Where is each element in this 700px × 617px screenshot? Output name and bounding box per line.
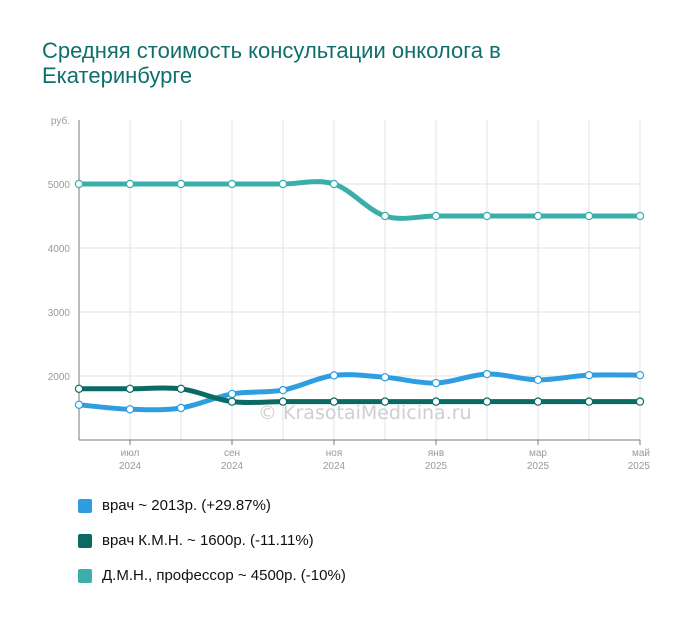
series-1-point[interactable]: [74, 400, 84, 409]
series-3-point[interactable]: [584, 211, 594, 221]
series-1-point[interactable]: [635, 370, 645, 380]
series-2-point[interactable]: [278, 397, 288, 406]
legend-item[interactable]: Д.М.Н., профессор ~ 4500р. (-10%): [78, 558, 346, 593]
series-1-point[interactable]: [278, 385, 288, 395]
legend-item[interactable]: врач К.М.Н. ~ 1600р. (-11.11%): [78, 523, 346, 558]
series-3-point[interactable]: [176, 179, 186, 189]
y-axis-label: руб.: [51, 115, 70, 127]
series-line-1: [76, 371, 643, 413]
watermark-text: © KrasotaiMedicina.ru: [258, 402, 472, 424]
chart-axes: 2000 3000 4000 5000 руб. июл 2024 сен 2024 ноя 202…: [48, 115, 651, 472]
series-3-point[interactable]: [125, 179, 135, 189]
y-tick-label: 3000: [48, 308, 71, 319]
series-1-point[interactable]: [176, 403, 186, 413]
x-tick-year: 2024: [119, 461, 142, 472]
series-2-point[interactable]: [380, 397, 390, 406]
x-tick-year: 2024: [323, 461, 346, 472]
x-tick-month: янв: [428, 448, 444, 459]
x-tick-year: 2025: [527, 461, 550, 472]
series-3-point[interactable]: [533, 211, 543, 221]
legend-label: врач К.М.Н. ~ 1600р. (-11.11%): [102, 532, 314, 549]
x-tick-year: 2024: [221, 461, 244, 472]
x-tick-year: 2025: [425, 461, 448, 472]
chart-legend: врач ~ 2013р. (+29.87%) врач К.М.Н. ~ 160…: [78, 488, 346, 593]
x-tick-month: май: [632, 448, 650, 459]
series-1-point[interactable]: [380, 373, 390, 382]
legend-swatch: [78, 498, 92, 513]
y-tick-label: 2000: [48, 372, 71, 383]
series-line-3: [76, 179, 643, 221]
x-tick-month: ноя: [326, 448, 343, 459]
series-1-point[interactable]: [227, 389, 237, 399]
legend-swatch: [78, 568, 92, 583]
series-2-point[interactable]: [431, 397, 441, 406]
series-2-point[interactable]: [125, 384, 135, 393]
x-tick-month: сен: [224, 448, 240, 459]
series-line-2: [76, 385, 643, 406]
series-3-point[interactable]: [329, 179, 339, 189]
chart-series: [74, 179, 645, 414]
series-2-point[interactable]: [176, 384, 186, 393]
series-2-point[interactable]: [227, 397, 237, 406]
series-2-point[interactable]: [329, 397, 339, 406]
series-1-point[interactable]: [482, 369, 492, 379]
legend-item[interactable]: врач ~ 2013р. (+29.87%): [78, 488, 346, 523]
series-3-point[interactable]: [431, 211, 441, 221]
series-2-point[interactable]: [533, 397, 543, 406]
legend-label: врач ~ 2013р. (+29.87%): [102, 497, 271, 514]
series-1-point[interactable]: [533, 375, 543, 385]
series-3-point[interactable]: [227, 179, 237, 189]
series-2-point[interactable]: [584, 397, 594, 406]
x-tick-month: июл: [121, 448, 140, 459]
chart-grid: [78, 120, 641, 440]
legend-swatch: [78, 533, 92, 548]
x-tick-year: 2025: [628, 461, 651, 472]
series-3-point[interactable]: [278, 179, 288, 189]
series-1-point[interactable]: [125, 405, 135, 414]
series-3-point[interactable]: [635, 211, 645, 221]
y-tick-label: 4000: [48, 244, 71, 255]
series-3-point[interactable]: [482, 211, 492, 221]
chart-title: Средняя стоимость консультации онколога …: [42, 38, 501, 88]
series-3-point[interactable]: [380, 211, 390, 221]
y-tick-label: 5000: [48, 180, 71, 191]
series-2-point[interactable]: [74, 384, 84, 393]
series-2-point[interactable]: [635, 397, 645, 406]
series-1-point[interactable]: [431, 378, 441, 388]
x-tick-month: мар: [529, 448, 547, 459]
series-3-point[interactable]: [74, 179, 84, 189]
legend-label: Д.М.Н., профессор ~ 4500р. (-10%): [102, 567, 346, 584]
series-1-point[interactable]: [584, 370, 594, 380]
series-2-point[interactable]: [482, 397, 492, 406]
series-1-point[interactable]: [329, 371, 339, 380]
